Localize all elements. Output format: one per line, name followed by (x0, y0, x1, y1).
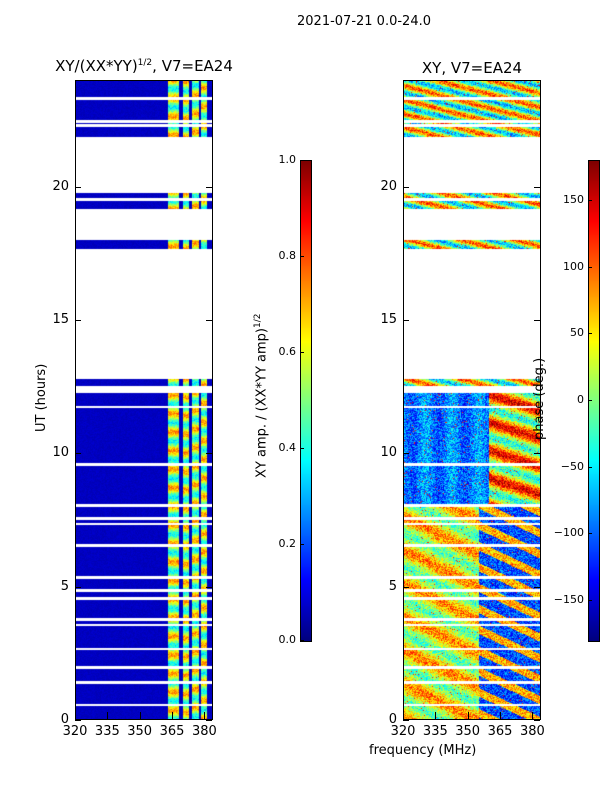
colorbar-tick-label: 0.8 (278, 249, 297, 262)
colorbar-tick-label: 0.2 (278, 537, 297, 550)
x-tick-mark (204, 712, 206, 719)
phase-plot-title: XY, V7=EA24 (421, 59, 523, 77)
colorbar-tick-mark (589, 333, 592, 335)
y-tick-mark (206, 720, 212, 721)
y-tick-mark (534, 186, 540, 188)
y-tick-mark (206, 186, 212, 188)
x-tick-label: 320 (390, 724, 416, 739)
y-axis-label: UT (hours) (34, 363, 49, 432)
colorbar-tick-label: 0.4 (278, 441, 297, 454)
colorbar-tick-label: −150 (553, 593, 584, 606)
x-tick-label: 380 (191, 724, 217, 739)
x-tick-mark (403, 712, 404, 719)
colorbar-tick-mark (589, 533, 592, 535)
x-tick-mark (139, 712, 141, 719)
colorbar-tick-label: 0 (577, 393, 584, 406)
y-tick-mark (403, 186, 409, 188)
x-tick-label: 380 (519, 724, 545, 739)
colorbar-tick-mark (301, 544, 304, 545)
colorbar-tick-mark (301, 352, 304, 353)
y-tick-mark (534, 586, 540, 588)
colorbar-tick-label: 0.0 (278, 633, 297, 646)
amp-plot-title: XY/(XX*YY)1/2, V7=EA24 (40, 57, 248, 75)
x-tick-mark (75, 712, 76, 719)
x-tick-mark (172, 712, 174, 719)
y-tick-mark (75, 586, 81, 588)
y-tick-label: 15 (52, 312, 69, 327)
y-tick-label: 20 (52, 178, 69, 194)
colorbar-label-exponent: 1/2 (253, 313, 263, 328)
colorbar-tick-mark (301, 256, 304, 257)
y-tick-label: 0 (60, 712, 69, 727)
colorbar-tick-mark (301, 448, 304, 449)
y-tick-label: 5 (388, 578, 397, 594)
colorbar-tick-mark (301, 640, 304, 641)
title-main: XY/(XX*YY) (55, 57, 138, 75)
x-tick-mark (107, 712, 109, 719)
x-tick-label: 335 (422, 724, 448, 739)
y-tick-mark (75, 320, 81, 321)
x-tick-mark (500, 712, 502, 719)
x-tick-mark (532, 712, 534, 719)
x-tick-label: 320 (62, 724, 88, 739)
colorbar-tick-label: 50 (570, 326, 584, 340)
y-tick-mark (534, 320, 540, 321)
amp-heatmap-axes (75, 80, 213, 720)
y-tick-label: 5 (60, 578, 69, 594)
x-tick-label: 350 (127, 724, 153, 739)
colorbar-tick-mark (589, 200, 592, 201)
phase-colorbar (588, 160, 600, 642)
y-tick-mark (75, 186, 81, 188)
y-tick-label: 0 (388, 712, 397, 727)
colorbar-tick-label: 100 (563, 259, 584, 273)
y-tick-label: 10 (380, 445, 397, 461)
colorbar-tick-mark (589, 266, 592, 268)
colorbar-tick-label: 0.6 (278, 345, 297, 358)
y-tick-mark (206, 453, 212, 455)
amp-heatmap (76, 81, 212, 719)
title-suffix: , V7=EA24 (152, 57, 233, 75)
colorbar-tick-label: −100 (553, 526, 584, 540)
y-tick-mark (403, 586, 409, 588)
y-tick-label: 15 (380, 312, 397, 327)
figure-suptitle: 2021-07-21 0.0-24.0 (297, 14, 431, 29)
y-tick-mark (206, 586, 212, 588)
title-exponent: 1/2 (137, 58, 153, 68)
colorbar-tick-mark (589, 600, 592, 601)
phase-colorbar-label: phase (deg.) (532, 357, 547, 440)
y-tick-mark (403, 453, 409, 455)
y-tick-mark (534, 720, 540, 721)
x-tick-label: 365 (159, 724, 185, 739)
x-tick-label: 365 (487, 724, 513, 739)
colorbar-tick-label: 1.0 (278, 153, 297, 166)
y-tick-label: 10 (52, 445, 69, 461)
y-tick-mark (75, 453, 81, 455)
colorbar-tick-label: −50 (560, 459, 584, 473)
phase-heatmap (404, 81, 540, 719)
y-tick-mark (75, 720, 81, 721)
phase-heatmap-axes (403, 80, 541, 720)
x-axis-label: frequency (MHz) (369, 743, 477, 758)
y-tick-mark (534, 453, 540, 455)
x-tick-label: 335 (94, 724, 120, 739)
y-tick-mark (403, 720, 409, 721)
y-tick-mark (403, 320, 409, 321)
y-tick-mark (206, 320, 212, 321)
y-tick-label: 20 (380, 178, 397, 194)
colorbar-tick-mark (301, 160, 304, 161)
colorbar-tick-label: 150 (563, 193, 584, 206)
x-tick-label: 350 (455, 724, 481, 739)
amp-colorbar (300, 160, 312, 642)
x-tick-mark (435, 712, 437, 719)
x-tick-mark (467, 712, 469, 719)
colorbar-tick-mark (589, 400, 592, 401)
colorbar-tick-mark (589, 466, 592, 468)
